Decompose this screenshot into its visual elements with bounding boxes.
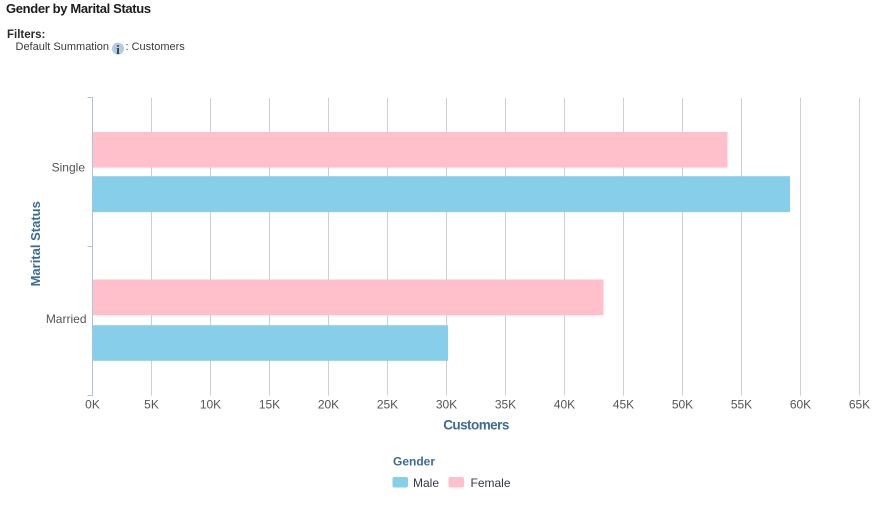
svg-text:35K: 35K bbox=[495, 398, 516, 412]
svg-text:40K: 40K bbox=[554, 398, 575, 412]
svg-text:10K: 10K bbox=[200, 398, 221, 412]
svg-text:Customers: Customers bbox=[443, 417, 509, 432]
svg-text:Single: Single bbox=[52, 161, 86, 175]
svg-text:20K: 20K bbox=[318, 398, 339, 412]
svg-text:15K: 15K bbox=[259, 398, 280, 412]
svg-text:Gender: Gender bbox=[393, 454, 435, 468]
svg-text:0K: 0K bbox=[85, 398, 100, 412]
svg-text:Male: Male bbox=[413, 476, 439, 490]
svg-text:65K: 65K bbox=[849, 398, 870, 412]
svg-text:Female: Female bbox=[471, 476, 511, 490]
svg-text:50K: 50K bbox=[672, 398, 693, 412]
svg-text:Marital Status: Marital Status bbox=[28, 201, 43, 286]
svg-text:i: i bbox=[116, 43, 120, 57]
svg-text:55K: 55K bbox=[731, 398, 752, 412]
svg-text:45K: 45K bbox=[613, 398, 634, 412]
svg-text:25K: 25K bbox=[377, 398, 398, 412]
svg-text:30K: 30K bbox=[436, 398, 457, 412]
svg-text:Married: Married bbox=[46, 312, 87, 326]
svg-text:5K: 5K bbox=[144, 398, 159, 412]
svg-text:60K: 60K bbox=[790, 398, 811, 412]
